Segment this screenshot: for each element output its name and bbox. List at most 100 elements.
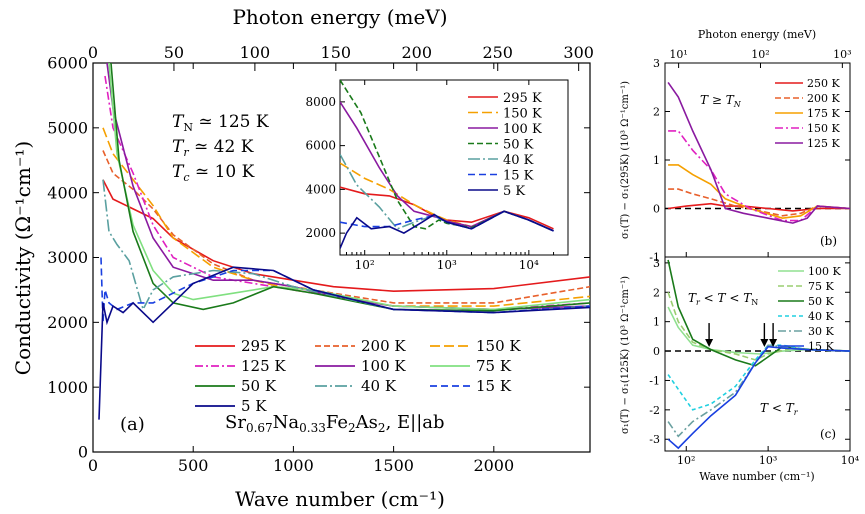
panel-b-legend-label-175-k: 175 K (807, 107, 840, 120)
panel-a-ytick-label: 1000 (47, 378, 88, 397)
panel-b-ytick-label: 2 (653, 106, 660, 119)
inset-series-150-k (340, 162, 554, 232)
panel-c-x-axis-label: Wave number (cm⁻¹) (699, 470, 814, 483)
panel-a-legend: 295 K 200 K 150 K 125 K 100 K 75 K 50 K 40 K 15 … (195, 337, 521, 415)
panel-a-ticks: 0 500 1000 1500 2000010002000300040005000600… (47, 43, 594, 475)
panel-a-xtick-label: 1500 (373, 456, 414, 475)
panel-a-ytick-label: 0 (78, 443, 88, 462)
panel-a-ytick-label: 5000 (47, 118, 88, 137)
inset-ytick-label: 2000 (305, 226, 336, 240)
panel-c-arrow-head (769, 339, 778, 348)
panel-b-top-axis-label: Photon energy (meV) (698, 28, 816, 41)
panel-a-lines (98, 63, 590, 420)
panel-c-legend-label-75-k: 75 K (808, 280, 834, 293)
inset-frame (339, 79, 569, 256)
panel-c-arrow-head (705, 339, 714, 348)
legend-label-200-k: 200 K (361, 337, 406, 355)
inset-legend-label-5-k: 5 K (503, 184, 525, 199)
panel-a-xtick-label: 500 (178, 456, 209, 475)
tr-line: Tr ≃ 42 K (172, 137, 254, 159)
panel-c-frame (664, 256, 851, 452)
legend-label-150-k: 150 K (476, 337, 521, 355)
panel-b-legend-label-125-k: 125 K (807, 137, 840, 150)
panel-c-series-40-k (667, 344, 850, 411)
panel-a-series-75-k (108, 63, 590, 311)
panel-c-ytick-label: 2 (653, 286, 660, 299)
panel-b-legend-label-250-k: 250 K (807, 77, 840, 90)
panel-a-x-axis-label: Wave number (cm⁻¹) (235, 487, 445, 511)
inset-legend-label-15-k: 15 K (503, 169, 534, 184)
panel-c-ytick-label: 1 (653, 316, 660, 329)
panel-c-lines (667, 259, 850, 450)
panel-b-lines (667, 81, 850, 224)
panel-b-condition: T ≥ TN (700, 93, 742, 109)
panel-c-ytick-label: -1 (649, 374, 660, 387)
panel-a-x2tick-label: 150 (321, 43, 352, 62)
panel-a-x2tick-label: 200 (402, 43, 433, 62)
panel-c-xtick-label: 10² (677, 454, 695, 467)
legend-label-15-k: 15 K (476, 377, 512, 395)
tc-line: Tc ≃ 10 K (172, 162, 255, 184)
panel-a-x2tick-label: 300 (563, 43, 594, 62)
inset-ticks: 10² 10³ 10⁴ 2000 4000 6000 8000 (305, 80, 569, 272)
panel-a-x2tick-label: 100 (240, 43, 271, 62)
panel-c-y-axis-label: σ₁(T) − σ₁(125K) (10³ Ω⁻¹cm⁻¹) (620, 276, 631, 434)
panel-c-label: (c) (820, 427, 836, 441)
panel-c-xtick-label: 10⁴ (841, 454, 860, 467)
panel-a-xtick-label: 0 (88, 456, 98, 475)
panel-b-ytick-label: 0 (653, 203, 660, 216)
legend-label-75-k: 75 K (476, 357, 512, 375)
inset-xtick-label: 10³ (437, 258, 457, 272)
panel-c-ytick-label: -3 (649, 433, 660, 446)
panel-b-y-axis-label: σ₁(T) − σ₁(295K) (10³ Ω⁻¹cm⁻¹) (620, 81, 631, 239)
panel-b-legend: 250 K 200 K 175 K 150 K 125 K (775, 77, 840, 150)
inset-series-40-k (340, 154, 554, 232)
legend-label-5-k: 5 K (241, 397, 267, 415)
panel-b-label: (b) (820, 234, 837, 248)
panel-a-ytick-label: 3000 (47, 248, 88, 267)
panel-b: Photon energy (meV) -1 0 1 2 3 10¹ 10² 10³ 250 … (620, 28, 852, 264)
panel-a-top-axis-label: Photon energy (meV) (232, 5, 447, 29)
inset-legend-label-40-k: 40 K (503, 153, 534, 168)
panel-c-legend-label-50-k: 50 K (808, 295, 834, 308)
panel-b-legend-label-150-k: 150 K (807, 122, 840, 135)
panel-c-arrow-head (760, 339, 769, 348)
panel-a-ytick-label: 6000 (47, 54, 88, 73)
panel-a-xtick-label: 1000 (273, 456, 314, 475)
panel-b-x2tick-label: 10¹ (669, 48, 687, 61)
panel-c-ytick-label: -2 (649, 404, 660, 417)
panel-b-x2tick-label: 10³ (833, 48, 851, 61)
panel-a-x2tick-label: 0 (88, 43, 98, 62)
panel-c-series-100-k (667, 306, 850, 355)
panel-a-x2tick-label: 50 (164, 43, 184, 62)
panel-b-series-125-k (667, 81, 850, 224)
panel-c-ytick-label: 3 (653, 257, 660, 270)
inset-legend-label-100-k: 100 K (503, 122, 542, 137)
panel-c-legend-label-30-k: 30 K (808, 325, 834, 338)
panel-c-legend-label-40-k: 40 K (808, 310, 834, 323)
panel-c-series-15-k (667, 345, 850, 450)
panel-b-ytick-label: 1 (653, 154, 660, 167)
panel-b-ytick-label: -1 (649, 251, 660, 264)
tn-line: TN ≃ 125 K (172, 112, 269, 134)
inset-ytick-label: 8000 (305, 95, 336, 109)
inset-legend-label-295-k: 295 K (503, 91, 542, 106)
material-formula: Sr0.67Na0.33Fe2As2, E||ab (225, 412, 445, 435)
panel-c-legend-label-15-k: 15 K (808, 340, 834, 353)
panel-c-legend-label-100-k: 100 K (808, 265, 841, 278)
legend-label-50-k: 50 K (241, 377, 277, 395)
inset-lines (340, 80, 554, 249)
panel-b-legend-label-200-k: 200 K (807, 92, 840, 105)
panel-c-legend: 100 K 75 K 50 K 40 K 30 K 15 K (778, 265, 841, 353)
panel-a-label: (a) (120, 414, 145, 435)
legend-label-100-k: 100 K (361, 357, 406, 375)
panel-a-x2tick-label: 250 (482, 43, 513, 62)
inset-xtick-label: 10² (355, 258, 375, 272)
panel-c: -3 -2 -1 0 1 2 3 10² 10³ 10⁴ 100 K 75 K 50 K 40 K 30 … (620, 256, 860, 483)
inset-ytick-label: 6000 (305, 139, 336, 153)
panel-c-condition-1: Tr < T < TN (688, 291, 758, 307)
inset-series-50-k (340, 80, 554, 232)
